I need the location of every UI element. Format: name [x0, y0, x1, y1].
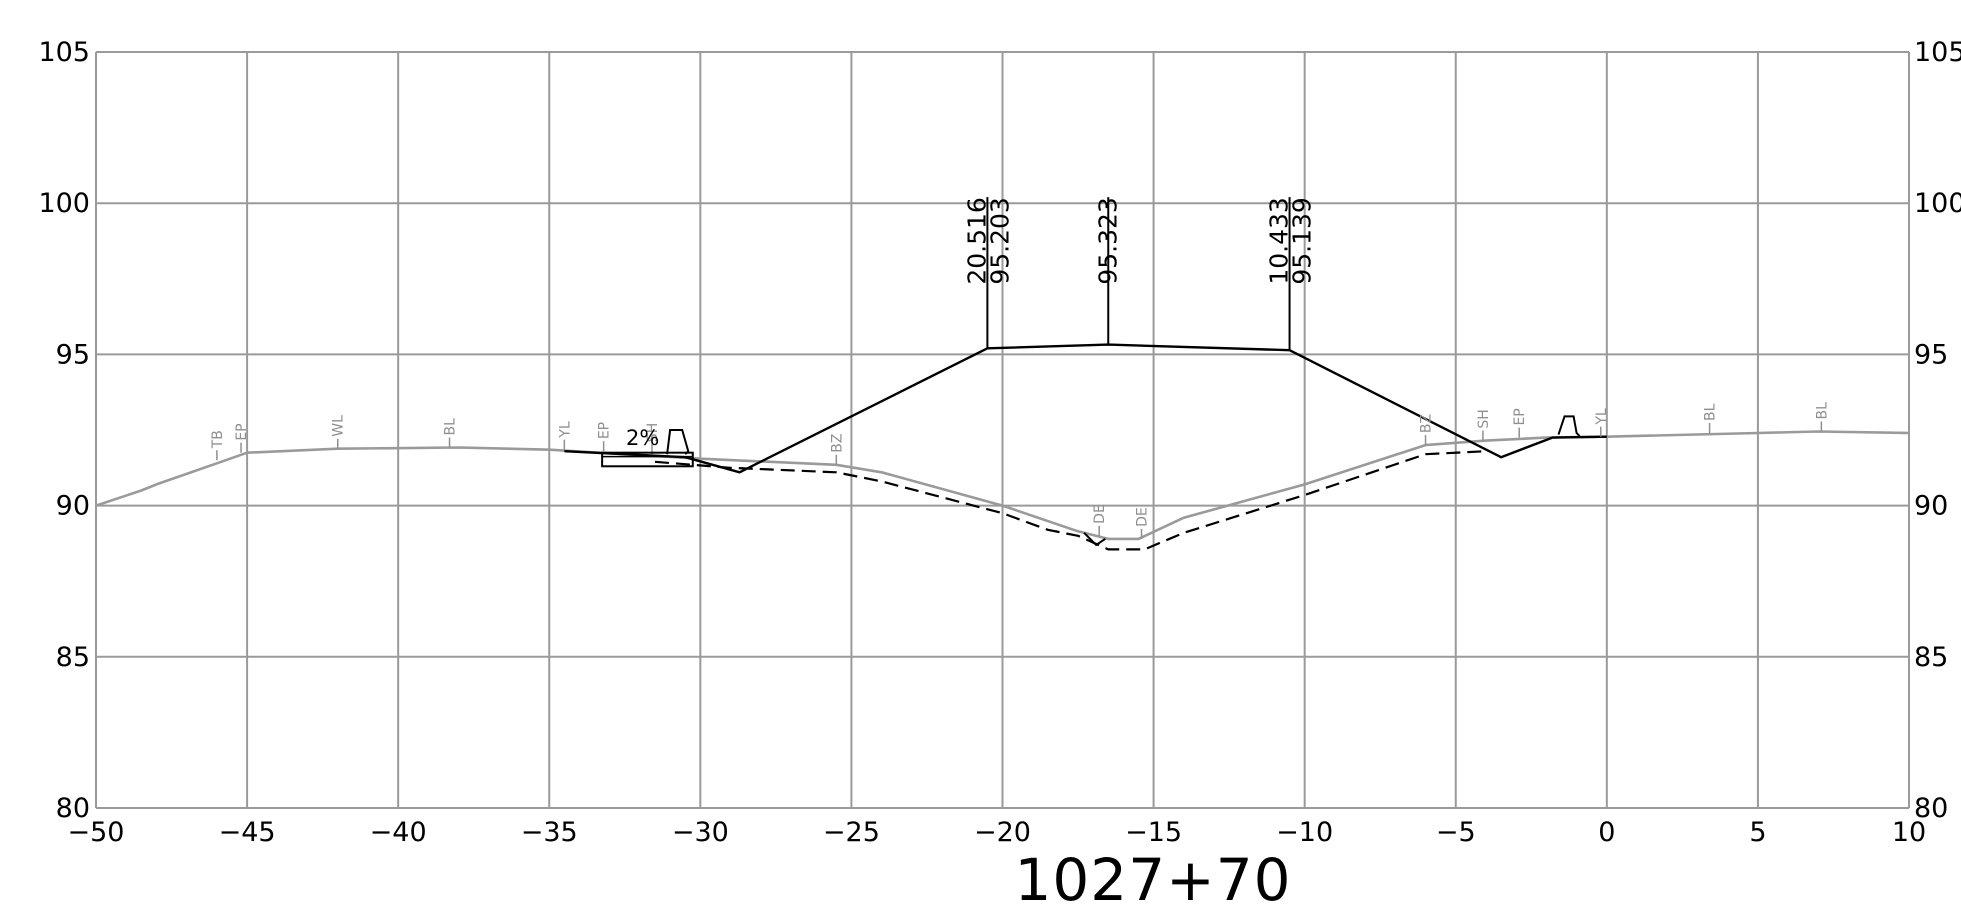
x-tick-label: −50 [68, 817, 125, 848]
station-label: 1027+70 [1014, 846, 1291, 910]
y-tick-label-right: 90 [1914, 491, 1948, 522]
point-code-label: DE [1092, 504, 1108, 524]
x-tick-label: −5 [1436, 817, 1476, 848]
x-tick-label: −35 [521, 817, 578, 848]
point-code-label: BZ [1419, 414, 1435, 433]
x-tick-label: −30 [672, 817, 729, 848]
point-code-label: BL [443, 418, 459, 436]
elevation-value-label: 95.203 [985, 197, 1014, 284]
point-code-label: TB [210, 430, 226, 449]
y-tick-label-left: 90 [56, 491, 90, 522]
elevation-value-label: 10.433 [1265, 197, 1294, 284]
y-tick-label-left: 95 [56, 339, 90, 370]
x-tick-label: 5 [1749, 817, 1766, 848]
pavement-slab [601, 451, 694, 468]
x-tick-label: −45 [219, 817, 276, 848]
point-code-labels: TB EP WL BL YL EP SH BZ DE DE BZ SH EP YL BL BL [210, 402, 1830, 539]
point-code-label: SH [645, 423, 661, 442]
x-tick-label: −20 [974, 817, 1031, 848]
x-tick-label: −40 [370, 817, 427, 848]
y-tick-label-right: 105 [1914, 37, 1961, 68]
elevation-value-label: 95.139 [1288, 197, 1317, 284]
x-tick-label: 10 [1892, 817, 1926, 848]
curb-details [601, 415, 1581, 547]
left-curb-shape [666, 429, 690, 455]
y-tick-label-right: 85 [1914, 642, 1948, 673]
x-tick-label: −15 [1125, 817, 1182, 848]
point-code-label: EP [597, 422, 613, 439]
point-code-label: WL [331, 415, 347, 437]
slope-label: 2% [626, 426, 659, 450]
elevation-value-label: 20.516 [962, 197, 991, 284]
elevation-value-label: 95.323 [1093, 197, 1122, 284]
point-code-label: YL [1594, 408, 1610, 426]
y-tick-label-left: 80 [56, 793, 90, 824]
y-tick-label-left: 100 [38, 188, 90, 219]
y-tick-label-left: 85 [56, 642, 90, 673]
y-tick-label-left: 105 [38, 37, 90, 68]
ditch-notch [1083, 532, 1106, 547]
plot-grid [95, 51, 1910, 809]
point-code-label: EP [234, 423, 250, 440]
point-code-label: BL [1703, 403, 1719, 421]
y-tick-label-right: 100 [1914, 188, 1961, 219]
subgrade-dashed-line [654, 450, 1487, 551]
x-tick-label: −10 [1276, 817, 1333, 848]
point-code-label: SH [1476, 409, 1492, 428]
right-curb-shape [1557, 415, 1581, 437]
point-code-label: BL [1814, 402, 1830, 420]
point-code-label: EP [1512, 408, 1528, 425]
x-tick-label: −25 [823, 817, 880, 848]
y-tick-label-right: 95 [1914, 339, 1948, 370]
point-code-label: YL [557, 421, 573, 439]
point-code-label: BZ [829, 434, 845, 453]
point-code-label: DE [1134, 507, 1150, 527]
y-tick-label-right: 80 [1914, 793, 1948, 824]
x-tick-label: 0 [1598, 817, 1615, 848]
